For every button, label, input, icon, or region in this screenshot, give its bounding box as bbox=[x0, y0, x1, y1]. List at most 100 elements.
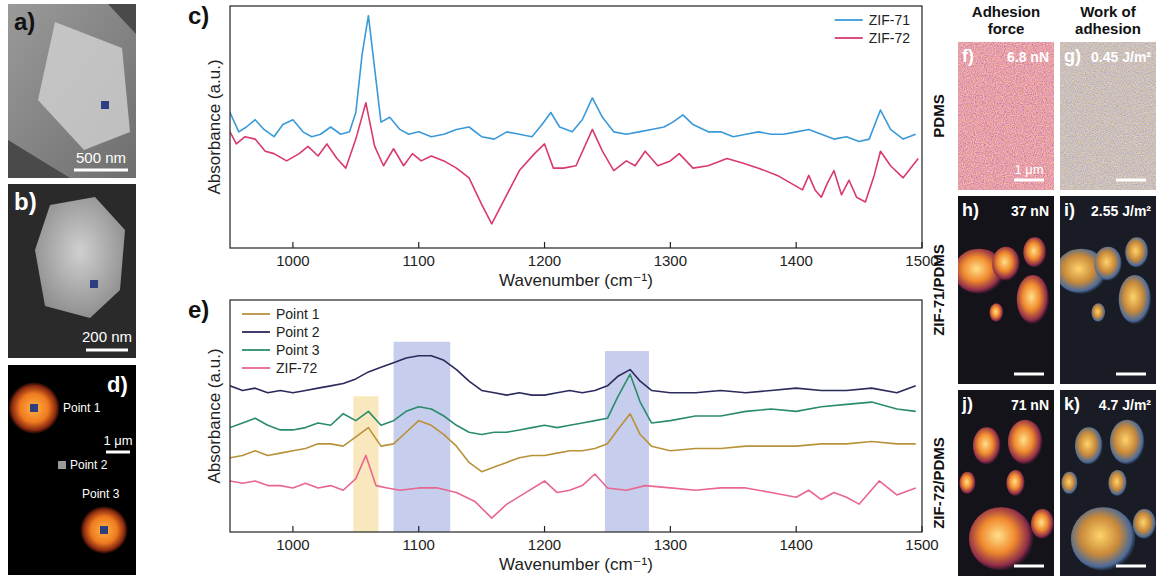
panel-letter: b) bbox=[14, 188, 37, 215]
column-title-line: adhesion bbox=[1075, 20, 1141, 37]
row-label: PDMS bbox=[930, 94, 947, 137]
particle bbox=[1108, 470, 1126, 496]
particle bbox=[1133, 509, 1156, 539]
x-tick-label: 1200 bbox=[528, 252, 561, 269]
particle bbox=[1119, 275, 1151, 324]
particle bbox=[1017, 275, 1049, 324]
scale-bar bbox=[1116, 179, 1146, 182]
legend-swatch bbox=[242, 331, 270, 333]
spectrum-line bbox=[230, 455, 916, 518]
chart-panel: 100011001200130014001500Wavenumber (cm⁻¹… bbox=[188, 296, 939, 574]
afm-map bbox=[1060, 390, 1156, 576]
scale-bar bbox=[106, 451, 130, 454]
y-axis-title: Absorbance (a.u.) bbox=[205, 59, 224, 194]
probe-marker bbox=[58, 461, 66, 469]
legend-swatch bbox=[835, 37, 863, 39]
x-tick-label: 1100 bbox=[403, 536, 435, 553]
ir-hotspot bbox=[8, 382, 60, 434]
column-title-line: Work of bbox=[1080, 3, 1137, 20]
probe-marker bbox=[100, 526, 108, 534]
image-shading bbox=[8, 140, 70, 178]
left-images: a)500 nmb)200 nmPoint 1Point 2Point 3d)1… bbox=[8, 4, 136, 575]
column-title-line: force bbox=[988, 20, 1025, 37]
plot-frame bbox=[230, 300, 922, 532]
particle bbox=[992, 247, 1020, 281]
plot-frame bbox=[230, 6, 922, 248]
column-title: Adhesionforce bbox=[972, 3, 1040, 37]
scale-bar-label: 1 μm bbox=[103, 433, 132, 448]
spectrum-line bbox=[230, 103, 918, 224]
legend-swatch bbox=[242, 367, 270, 369]
spectrum-line bbox=[230, 356, 916, 395]
x-tick bbox=[544, 526, 545, 532]
measured-value: 0.45 J/m² bbox=[1091, 49, 1151, 65]
panel-letter: d) bbox=[107, 372, 128, 397]
x-tick bbox=[292, 526, 293, 532]
panel-letter: k) bbox=[1064, 394, 1080, 414]
particle bbox=[1091, 303, 1105, 322]
plot-area bbox=[230, 342, 916, 532]
map-background bbox=[1060, 390, 1156, 576]
scale-bar-label: 500 nm bbox=[76, 149, 126, 166]
image-background bbox=[8, 365, 136, 575]
afm-map bbox=[1060, 42, 1156, 190]
measured-value: 71 nN bbox=[1011, 397, 1049, 413]
particle bbox=[1023, 237, 1046, 267]
highlight-band bbox=[605, 351, 649, 532]
map-texture bbox=[958, 42, 1054, 190]
legend-label: Point 2 bbox=[276, 324, 320, 340]
scale-bar bbox=[1014, 179, 1044, 182]
legend-label: ZIF-72 bbox=[869, 30, 910, 46]
x-tick bbox=[418, 242, 419, 248]
particle bbox=[989, 303, 1003, 322]
particle bbox=[1008, 420, 1043, 465]
afm-map bbox=[958, 42, 1054, 190]
x-tick bbox=[418, 526, 419, 532]
particle bbox=[1110, 420, 1145, 465]
x-axis-title: Wavenumber (cm⁻¹) bbox=[499, 271, 653, 290]
x-tick-label: 1300 bbox=[654, 252, 687, 269]
plot-area bbox=[230, 16, 918, 224]
x-tick bbox=[670, 526, 671, 532]
image-crystal bbox=[35, 197, 125, 318]
column-title: Work ofadhesion bbox=[1075, 3, 1141, 37]
panel-letter: e) bbox=[188, 296, 209, 323]
particle bbox=[1094, 247, 1122, 281]
measured-value: 4.7 J/m² bbox=[1099, 397, 1151, 413]
spectrum-line bbox=[230, 374, 916, 434]
scale-bar bbox=[1116, 565, 1146, 568]
scale-bar bbox=[1014, 565, 1044, 568]
probe-marker bbox=[90, 280, 98, 288]
particle bbox=[1062, 472, 1078, 494]
x-tick-label: 1400 bbox=[779, 536, 812, 553]
ir-hotspot bbox=[80, 506, 128, 554]
legend: ZIF-71ZIF-72 bbox=[835, 12, 910, 46]
adhesion-maps: AdhesionforceWork ofadhesionPDMSf)6.8 nN… bbox=[930, 3, 1156, 576]
legend-swatch bbox=[242, 313, 270, 315]
x-tick bbox=[921, 526, 922, 532]
row-label: ZIF-71/PDMS bbox=[930, 244, 947, 336]
row-label: ZIF-72/PDMS bbox=[930, 437, 947, 529]
x-tick bbox=[796, 526, 797, 532]
x-tick bbox=[921, 242, 922, 248]
x-tick bbox=[670, 242, 671, 248]
x-tick-label: 1300 bbox=[654, 536, 687, 553]
particle bbox=[960, 472, 976, 494]
map-texture bbox=[1060, 42, 1156, 190]
point-label: Point 2 bbox=[70, 458, 108, 472]
legend-label: Point 3 bbox=[276, 342, 320, 358]
panel-letter: a) bbox=[14, 8, 35, 35]
panel-letter: j) bbox=[961, 394, 973, 414]
spectrum-line bbox=[230, 16, 916, 142]
scale-bar bbox=[86, 349, 128, 352]
x-tick-label: 1100 bbox=[403, 252, 435, 269]
particle bbox=[1031, 509, 1054, 539]
x-tick bbox=[544, 242, 545, 248]
particle bbox=[1071, 507, 1136, 570]
column-title-line: Adhesion bbox=[972, 3, 1040, 20]
scale-bar bbox=[1116, 373, 1146, 376]
measured-value: 2.55 J/m² bbox=[1091, 203, 1151, 219]
x-tick-label: 1500 bbox=[905, 536, 938, 553]
afm-map bbox=[958, 196, 1054, 384]
chart-panel: 100011001200130014001500Wavenumber (cm⁻¹… bbox=[188, 2, 939, 290]
